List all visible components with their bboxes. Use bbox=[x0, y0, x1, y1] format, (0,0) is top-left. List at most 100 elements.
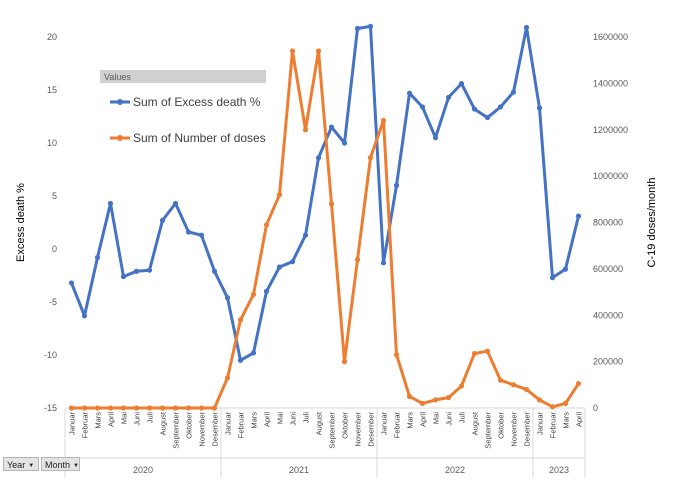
data-point bbox=[185, 229, 192, 235]
legend-marker bbox=[117, 99, 123, 105]
y2-tick-label: 1200000 bbox=[593, 125, 628, 135]
data-point bbox=[276, 192, 283, 198]
data-point bbox=[172, 405, 179, 411]
y-tick-label: -15 bbox=[44, 403, 57, 413]
data-point bbox=[120, 273, 127, 280]
data-point bbox=[198, 232, 205, 238]
y-axis-title: Excess death % bbox=[15, 183, 27, 262]
data-point bbox=[107, 200, 114, 207]
data-point bbox=[510, 382, 517, 388]
data-point bbox=[393, 182, 400, 188]
data-point bbox=[328, 124, 335, 130]
x-tick-label: Juli bbox=[302, 412, 311, 424]
data-point bbox=[380, 117, 387, 124]
x-tick-label: August bbox=[159, 411, 168, 435]
data-point bbox=[549, 404, 556, 410]
data-point bbox=[575, 213, 582, 219]
data-point bbox=[81, 405, 88, 411]
data-point bbox=[354, 257, 361, 263]
data-point bbox=[198, 405, 205, 411]
x-tick-label: Juli bbox=[458, 412, 467, 424]
data-point bbox=[133, 268, 140, 274]
x-tick-label: Februar bbox=[81, 412, 90, 439]
x-tick-label: Oktober bbox=[497, 412, 506, 439]
y2-tick-label: 0 bbox=[593, 403, 598, 413]
y2-axis-title: C-19 doses/month bbox=[646, 178, 658, 268]
x-tick-label: Mars bbox=[406, 412, 415, 429]
data-point bbox=[536, 105, 543, 111]
x-tick-label: Juni bbox=[133, 412, 142, 426]
data-point bbox=[341, 140, 348, 146]
data-point bbox=[315, 48, 322, 54]
data-point bbox=[562, 266, 569, 272]
data-point bbox=[302, 232, 309, 238]
data-point bbox=[289, 259, 296, 265]
x-tick-label: Februar bbox=[237, 412, 246, 439]
x-tick-label: September bbox=[172, 411, 181, 448]
data-point bbox=[263, 288, 270, 294]
data-point bbox=[484, 348, 491, 354]
x-tick-label: Oktober bbox=[341, 412, 350, 439]
y2-tick-label: 600000 bbox=[593, 264, 623, 274]
data-point bbox=[367, 23, 374, 29]
x-tick-label: September bbox=[328, 411, 337, 448]
data-point bbox=[562, 400, 569, 406]
data-point bbox=[107, 405, 114, 411]
x-tick-label: Mai bbox=[120, 412, 129, 424]
year-filter-button[interactable]: Year ▼ bbox=[3, 457, 39, 471]
x-year-label: 2021 bbox=[289, 465, 309, 475]
x-tick-label: Mars bbox=[250, 412, 259, 429]
month-filter-label: Month bbox=[45, 460, 71, 470]
x-tick-label: Juni bbox=[289, 412, 298, 426]
data-point bbox=[159, 405, 166, 411]
data-point bbox=[458, 383, 465, 389]
data-point bbox=[250, 291, 257, 297]
data-point bbox=[367, 154, 374, 161]
month-filter-button[interactable]: Month ▼ bbox=[41, 457, 80, 471]
y2-tick-label: 800000 bbox=[593, 218, 623, 228]
data-point bbox=[497, 104, 504, 110]
data-point bbox=[432, 135, 439, 141]
data-point bbox=[185, 405, 192, 411]
x-tick-label: Mars bbox=[94, 412, 103, 429]
legend-header: Values bbox=[104, 72, 131, 82]
x-tick-label: Januar bbox=[380, 412, 389, 435]
data-point bbox=[263, 222, 270, 228]
y-tick-label: -10 bbox=[44, 350, 57, 360]
data-point bbox=[120, 405, 127, 411]
data-point bbox=[536, 397, 543, 403]
x-tick-label: Januar bbox=[224, 412, 233, 435]
x-tick-label: Mai bbox=[432, 412, 441, 424]
legend-label: Sum of Excess death % bbox=[133, 95, 261, 109]
data-point bbox=[432, 397, 439, 403]
y-tick-label: 10 bbox=[47, 138, 57, 148]
data-point bbox=[302, 127, 309, 133]
data-point bbox=[354, 25, 361, 32]
x-tick-label: Januar bbox=[536, 412, 545, 435]
x-tick-label: November bbox=[198, 412, 207, 447]
data-point bbox=[419, 104, 426, 110]
x-tick-label: Desember bbox=[523, 412, 532, 447]
data-point bbox=[81, 313, 88, 319]
data-point bbox=[471, 106, 478, 112]
x-tick-label: Januar bbox=[68, 412, 77, 435]
x-tick-label: Februar bbox=[549, 412, 558, 439]
data-point bbox=[393, 352, 400, 358]
x-tick-label: Mai bbox=[276, 412, 285, 424]
x-tick-label: Desember bbox=[211, 412, 220, 447]
data-point bbox=[380, 260, 387, 266]
x-year-label: 2020 bbox=[133, 465, 153, 475]
y-tick-label: 0 bbox=[52, 244, 57, 254]
data-point bbox=[172, 200, 179, 207]
data-point bbox=[94, 254, 101, 261]
dropdown-arrow-icon: ▼ bbox=[73, 462, 79, 469]
legend-marker bbox=[117, 135, 123, 141]
x-tick-label: August bbox=[315, 411, 324, 435]
data-point bbox=[510, 89, 517, 95]
data-point bbox=[445, 394, 452, 401]
x-year-label: 2022 bbox=[445, 465, 465, 475]
data-point bbox=[224, 295, 231, 301]
y-tick-label: 5 bbox=[52, 191, 57, 201]
y2-tick-label: 1000000 bbox=[593, 171, 628, 181]
